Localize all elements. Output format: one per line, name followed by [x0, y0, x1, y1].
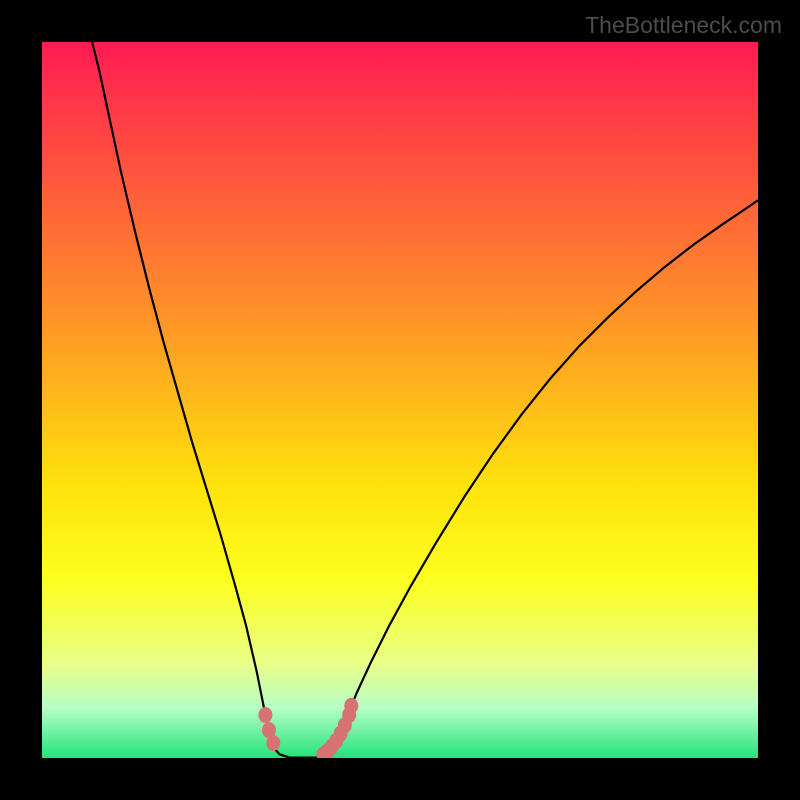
- figure-root: { "canvas": { "width": 800, "height": 80…: [0, 0, 800, 800]
- watermark-text: TheBottleneck.com: [585, 12, 782, 39]
- plot-area: [42, 42, 758, 758]
- marker-dots: [42, 42, 758, 758]
